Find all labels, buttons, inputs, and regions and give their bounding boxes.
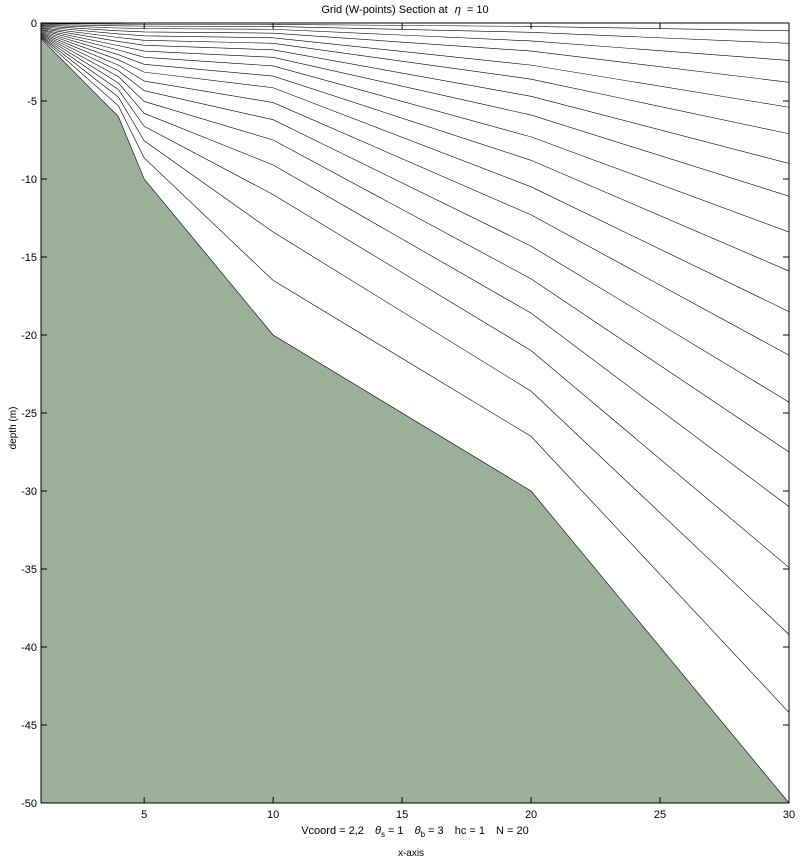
- theta-s-value: = 1: [388, 825, 404, 837]
- sigma-level-line-1: [40, 37, 790, 713]
- vcoord-label: Vcoord = 2,2: [301, 825, 364, 837]
- y-tick-label-30: -30: [21, 486, 37, 498]
- x-tick-label-5: 5: [141, 809, 147, 821]
- y-tick-label-20: -20: [21, 330, 37, 342]
- y-tick-label-45: -45: [21, 720, 37, 732]
- theta-b-subscript: b: [421, 830, 426, 839]
- sigma-level-line-16: [40, 24, 790, 61]
- sigma-level-line-7: [40, 32, 790, 356]
- x-axis-label: x-axis: [398, 848, 424, 859]
- sigma-level-line-11: [40, 29, 790, 197]
- x-tick-label-10: 10: [267, 809, 279, 821]
- y-tick-label-25: -25: [21, 408, 37, 420]
- sigma-level-line-5: [40, 34, 790, 453]
- sigma-level-line-12: [40, 28, 790, 164]
- sigma-level-line-13: [40, 27, 790, 135]
- sigma-level-line-9: [40, 30, 790, 272]
- theta-b-symbol: θ: [415, 825, 421, 837]
- sigma-level-line-0: [40, 38, 790, 804]
- theta-s-subscript: s: [381, 830, 385, 839]
- parameters-caption: Vcoord = 2,2 θs = 1 θb = 3 hc = 1 N = 20: [301, 825, 529, 839]
- sigma-level-line-17: [40, 24, 790, 44]
- sigma-level-line-14: [40, 26, 790, 108]
- x-tick-label-25: 25: [654, 809, 666, 821]
- sigma-levels: [40, 22, 790, 804]
- x-tick-label-20: 20: [525, 809, 537, 821]
- chart-title-eta: η: [455, 4, 461, 16]
- theta-s-symbol: θ: [375, 825, 381, 837]
- theta-b-value: = 3: [428, 825, 444, 837]
- plot-area: [40, 22, 790, 804]
- x-tick-label-15: 15: [396, 809, 408, 821]
- sigma-level-line-15: [40, 25, 790, 83]
- sigma-level-line-6: [40, 33, 790, 403]
- x-tick-label-30: 30: [783, 809, 795, 821]
- y-axis-ticks: 0 -5 -10 -15 -20 -25 -30 -35 -40 -45 -50: [21, 18, 789, 810]
- y-tick-label-10: -10: [21, 174, 37, 186]
- y-tick-label-35: -35: [21, 564, 37, 576]
- y-tick-label-40: -40: [21, 642, 37, 654]
- sigma-level-line-10: [40, 29, 790, 233]
- sigma-level-line-2: [40, 36, 790, 635]
- y-tick-label-0: 0: [31, 18, 37, 30]
- sigma-level-line-18: [40, 23, 790, 32]
- n-label: N = 20: [496, 825, 529, 837]
- y-tick-label-15: -15: [21, 252, 37, 264]
- chart-title-text: Grid (W-points) Section at: [321, 4, 447, 16]
- chart-title-value: = 10: [467, 4, 489, 16]
- sigma-level-line-4: [40, 34, 790, 507]
- x-axis-ticks: 5 10 15 20 25 30: [141, 23, 795, 821]
- y-axis-label: depth (m): [8, 407, 19, 450]
- sigma-level-line-8: [40, 31, 790, 312]
- chart-title: Grid (W-points) Section at η = 10: [321, 4, 488, 16]
- sigma-level-line-3: [40, 35, 790, 568]
- y-tick-label-50: -50: [21, 798, 37, 810]
- hc-label: hc = 1: [455, 825, 485, 837]
- y-tick-label-5: -5: [27, 96, 37, 108]
